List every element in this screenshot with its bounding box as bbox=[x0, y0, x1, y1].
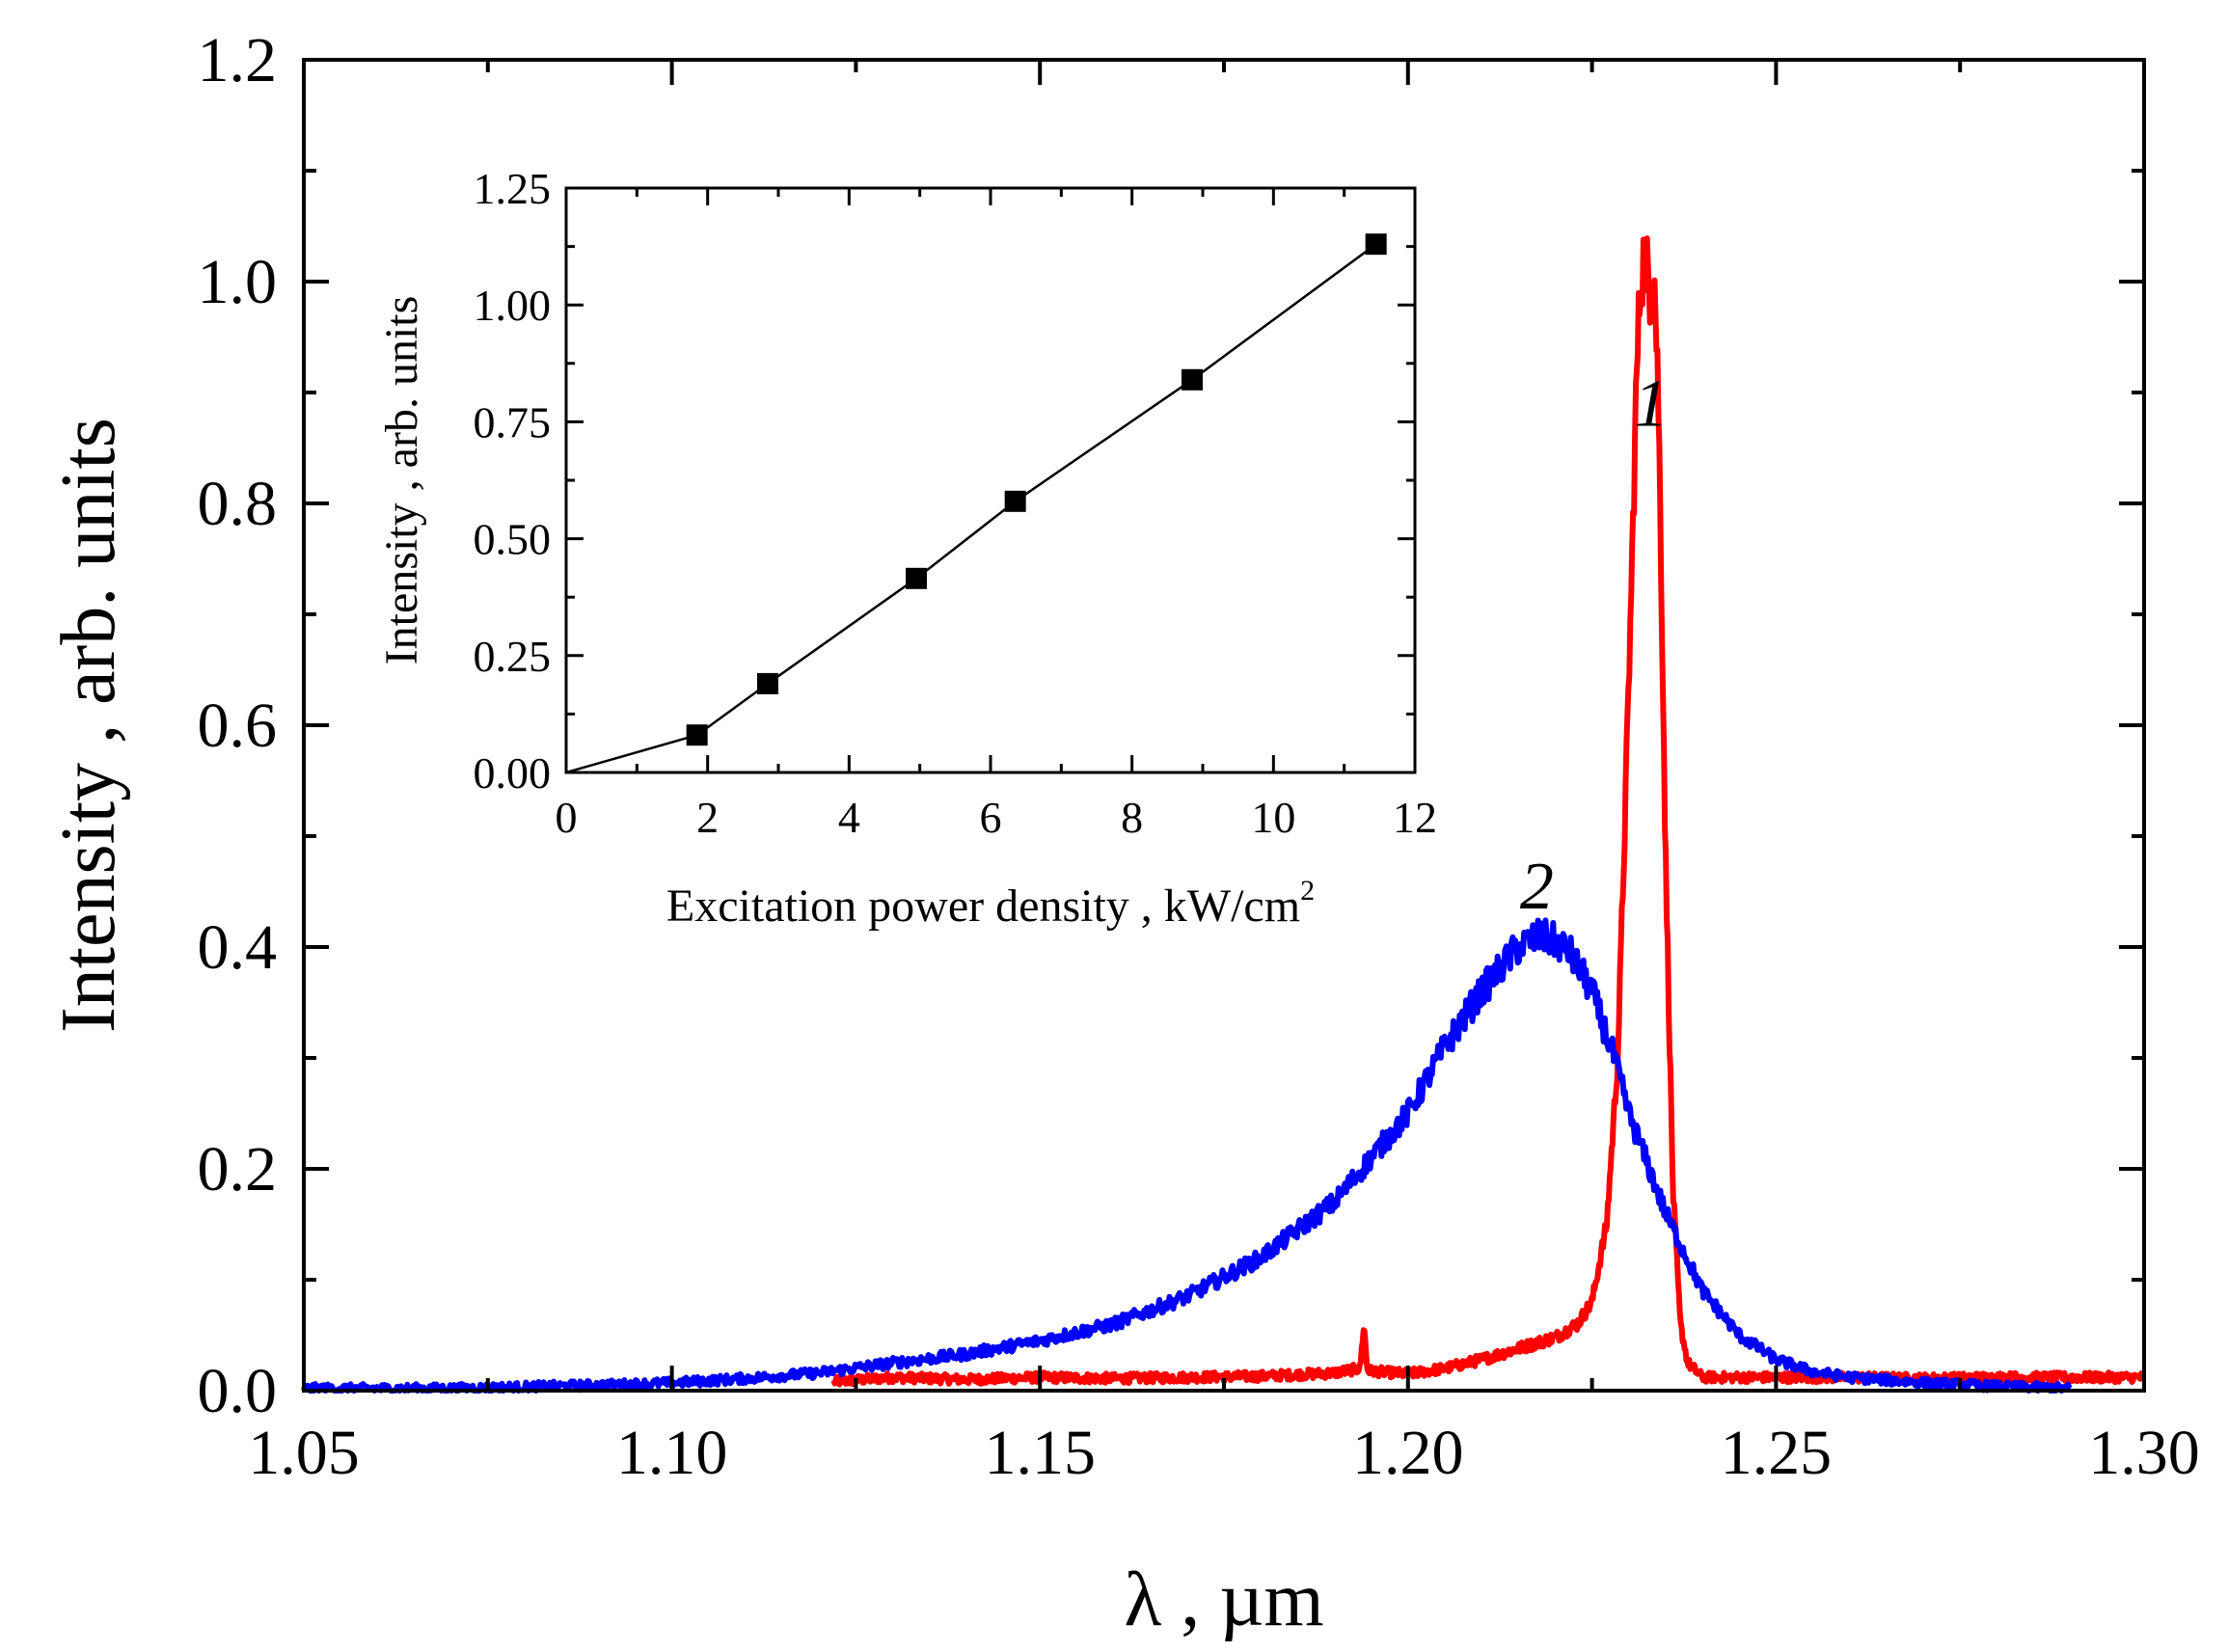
inset-series-layer bbox=[565, 233, 1387, 774]
main-curve-labels: 12 bbox=[1520, 367, 1668, 924]
data-point-marker bbox=[1182, 368, 1203, 391]
y-tick-label: 0.25 bbox=[474, 632, 552, 681]
curve-label-2: 2 bbox=[1520, 850, 1554, 924]
data-point-marker bbox=[757, 672, 778, 694]
y-tick-label: 0.2 bbox=[198, 1134, 278, 1205]
data-point-marker bbox=[1004, 490, 1026, 512]
inset-x-axis-title-main: Excitation power density , kW/cm bbox=[666, 880, 1300, 932]
inset-ticks-layer: 0 2 4 6 8 10 12 0.00 0.25 0.50 0.75 1.00 1.25 bbox=[474, 164, 1438, 842]
x-tick-label: 1.10 bbox=[616, 1418, 728, 1488]
data-point-marker bbox=[1365, 233, 1387, 256]
main-chart: 1.05 1.10 1.15 1.20 1.25 1.300.00.20.40.60.81… bbox=[46, 25, 2200, 1642]
x-tick-label: 1.15 bbox=[984, 1418, 1096, 1488]
y-tick-label: 1.25 bbox=[474, 164, 552, 213]
inset-x-axis-title-superscript: 2 bbox=[1300, 875, 1315, 907]
x-tick-label: 0 bbox=[556, 793, 578, 842]
x-tick-label: 2 bbox=[696, 793, 719, 842]
x-tick-label: 10 bbox=[1251, 793, 1295, 842]
x-tick-label: 4 bbox=[838, 793, 860, 842]
main-ticks-layer: 1.05 1.10 1.15 1.20 1.25 1.300.00.20.40.60.81… bbox=[198, 25, 2200, 1488]
main-y-axis-title: Intensity , arb. units bbox=[46, 418, 131, 1033]
inset-y-axis-title: Intensity , arb. units bbox=[376, 296, 427, 665]
y-tick-label: 1.2 bbox=[198, 25, 278, 95]
x-tick-label: 1.30 bbox=[2088, 1418, 2200, 1488]
x-tick-label: 12 bbox=[1393, 793, 1437, 842]
y-tick-label: 0.00 bbox=[474, 748, 552, 798]
inset-plot-frame bbox=[564, 186, 1417, 774]
y-tick-label: 0.75 bbox=[474, 397, 552, 447]
x-tick-label: 8 bbox=[1121, 793, 1143, 842]
data-point-marker bbox=[906, 567, 927, 589]
y-tick-label: 1.00 bbox=[474, 281, 552, 330]
inset-chart: 0 2 4 6 8 10 12 0.00 0.25 0.50 0.75 1.00 1.25 Excita… bbox=[376, 164, 1437, 932]
inset-x-axis-title: Excitation power density , kW/cm2 bbox=[666, 875, 1315, 932]
y-tick-label: 0.0 bbox=[198, 1356, 278, 1426]
y-tick-label: 0.4 bbox=[198, 912, 278, 983]
curve-label-1: 1 bbox=[1634, 367, 1668, 442]
x-tick-label: 6 bbox=[980, 793, 1002, 842]
inset-background bbox=[566, 188, 1415, 772]
series-line-2 bbox=[301, 917, 2073, 1394]
y-tick-label: 0.8 bbox=[198, 469, 278, 539]
series-2 bbox=[301, 917, 2073, 1394]
series-intensity-vs-power bbox=[565, 233, 1387, 774]
x-tick-label: 1.25 bbox=[1721, 1418, 1833, 1488]
x-tick-label: 1.20 bbox=[1352, 1418, 1464, 1488]
y-tick-label: 0.50 bbox=[474, 515, 552, 564]
main-series-layer bbox=[301, 235, 2146, 1394]
x-tick-label: 1.05 bbox=[248, 1418, 360, 1488]
main-plot-frame bbox=[302, 58, 2146, 1393]
y-tick-label: 1.0 bbox=[198, 247, 278, 317]
main-x-axis-title: λ , µm bbox=[1124, 1557, 1323, 1642]
y-tick-label: 0.6 bbox=[198, 691, 278, 761]
data-point-marker bbox=[686, 724, 708, 746]
